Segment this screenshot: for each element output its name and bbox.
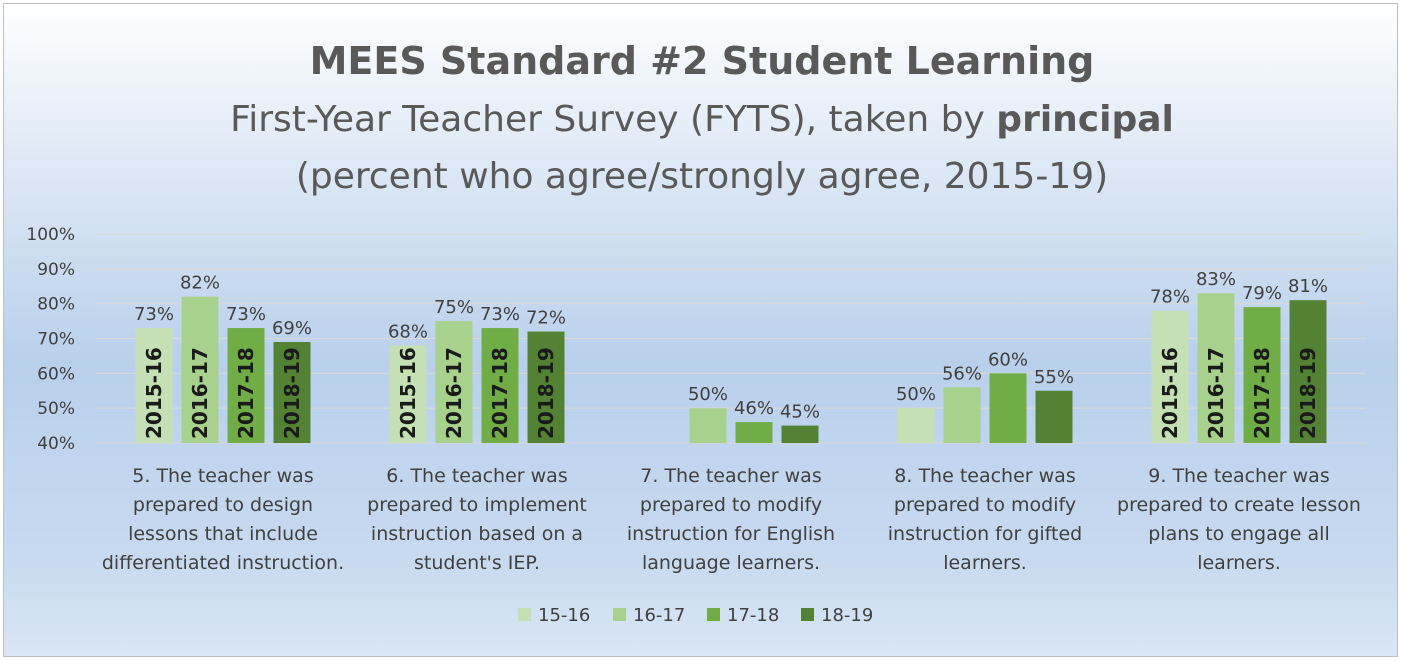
x-category-label: 7. The teacher was [640, 465, 821, 487]
legend-label: 18-19 [821, 605, 873, 626]
chart-frame: MEES Standard #2 Student Learning First-… [3, 3, 1398, 657]
bar [527, 331, 565, 443]
data-label: 50% [688, 384, 728, 405]
legend-label: 16-17 [633, 605, 685, 626]
bar [389, 345, 427, 443]
data-label: 68% [388, 321, 428, 342]
x-category-label: lessons that include [128, 523, 318, 545]
x-category-label: prepared to modify [894, 494, 1076, 516]
y-tick-label: 100% [26, 225, 75, 245]
data-label: 69% [272, 318, 312, 339]
in-bar-label: 2018-19 [280, 347, 304, 439]
data-label: 82% [180, 273, 220, 294]
bar [781, 425, 819, 443]
x-axis-categories: 5. The teacher was prepared to design less… [102, 465, 1361, 574]
in-bar-label: 2015-16 [142, 347, 166, 439]
x-category-label: prepared to implement [367, 494, 587, 516]
x-category-label: instruction for English [627, 523, 835, 545]
x-category-label: 9. The teacher was [1148, 465, 1329, 487]
bar [135, 328, 173, 443]
bar [735, 422, 773, 443]
data-label: 45% [780, 402, 820, 423]
x-category-label: 6. The teacher was [386, 465, 567, 487]
data-label: 81% [1288, 276, 1328, 297]
in-bar-label: 2016-17 [1204, 347, 1228, 439]
chart-subtitle-prefix: First-Year Teacher Survey (FYTS), taken … [230, 99, 996, 140]
data-label: 78% [1150, 287, 1190, 308]
bar [273, 341, 311, 443]
x-category-label: student's IEP. [414, 552, 540, 574]
chart-subtitle-line1: First-Year Teacher Survey (FYTS), taken … [230, 99, 1174, 140]
y-tick-label: 40% [37, 434, 75, 454]
data-label: 75% [434, 297, 474, 318]
in-bar-label: 2017-18 [1250, 347, 1274, 439]
x-category-label: instruction for gifted [888, 523, 1082, 545]
bar [1289, 300, 1327, 443]
legend-swatch [707, 608, 720, 621]
bar [227, 328, 265, 443]
data-label: 73% [226, 304, 266, 325]
y-tick-label: 80% [37, 295, 75, 315]
chart-subtitle-line2: (percent who agree/strongly agree, 2015-… [296, 156, 1108, 197]
in-bar-label: 2018-19 [1296, 347, 1320, 439]
bars [135, 293, 1327, 443]
data-label: 46% [734, 398, 774, 419]
x-category-label: prepared to modify [640, 494, 822, 516]
x-category-label: prepared to design [133, 494, 313, 516]
y-tick-label: 70% [37, 330, 75, 350]
data-label: 56% [942, 363, 982, 384]
in-bar-label: 2016-17 [442, 347, 466, 439]
in-bar-label: 2017-18 [488, 347, 512, 439]
data-label: 73% [480, 304, 520, 325]
data-label: 50% [896, 384, 936, 405]
x-category-label: 5. The teacher was [132, 465, 313, 487]
legend-swatch [613, 608, 626, 621]
data-label: 55% [1034, 367, 1074, 388]
bar [989, 373, 1027, 443]
bar [1197, 293, 1235, 443]
legend: 15-16 16-17 17-18 18-19 [518, 605, 873, 626]
chart-svg: MEES Standard #2 Student Learning First-… [26, 39, 1366, 626]
bar [1035, 390, 1073, 443]
data-label: 60% [988, 349, 1028, 370]
in-bar-label: 2018-19 [534, 347, 558, 439]
bar [689, 408, 727, 443]
bar [943, 387, 981, 443]
y-axis: 40% 50% 60% 70% 80% 90% 100% [26, 225, 75, 454]
chart-title: MEES Standard #2 Student Learning [310, 39, 1095, 83]
data-label: 72% [526, 308, 566, 329]
in-bar-label: 2017-18 [234, 347, 258, 439]
bar [435, 321, 473, 443]
y-tick-label: 50% [37, 399, 75, 419]
bar [481, 328, 519, 443]
legend-swatch [518, 608, 531, 621]
x-category-label: learners. [1197, 552, 1281, 574]
y-tick-label: 60% [37, 364, 75, 384]
data-label: 83% [1196, 269, 1236, 290]
legend-label: 17-18 [727, 605, 779, 626]
in-bar-label: 2016-17 [188, 347, 212, 439]
legend-swatch [801, 608, 814, 621]
x-category-label: learners. [943, 552, 1027, 574]
x-category-label: language learners. [642, 552, 820, 574]
x-category-label: differentiated instruction. [102, 552, 344, 574]
x-category-label: prepared to create lesson [1117, 494, 1361, 516]
bar [1151, 310, 1189, 443]
x-category-label: 8. The teacher was [894, 465, 1075, 487]
data-label: 79% [1242, 283, 1282, 304]
bar [1243, 307, 1281, 443]
bar [897, 408, 935, 443]
x-category-label: plans to engage all [1148, 523, 1330, 545]
data-label: 73% [134, 304, 174, 325]
in-bar-label: 2015-16 [1158, 347, 1182, 439]
x-category-label: instruction based on a [371, 523, 583, 545]
chart-subtitle-bold: principal [996, 99, 1174, 140]
legend-label: 15-16 [538, 605, 590, 626]
bar [181, 296, 219, 443]
y-tick-label: 90% [37, 260, 75, 280]
data-labels: 73% 2015-16 82% 2016-17 73% 2017-18 69% 2018-19… [134, 269, 1328, 439]
in-bar-label: 2015-16 [396, 347, 420, 439]
